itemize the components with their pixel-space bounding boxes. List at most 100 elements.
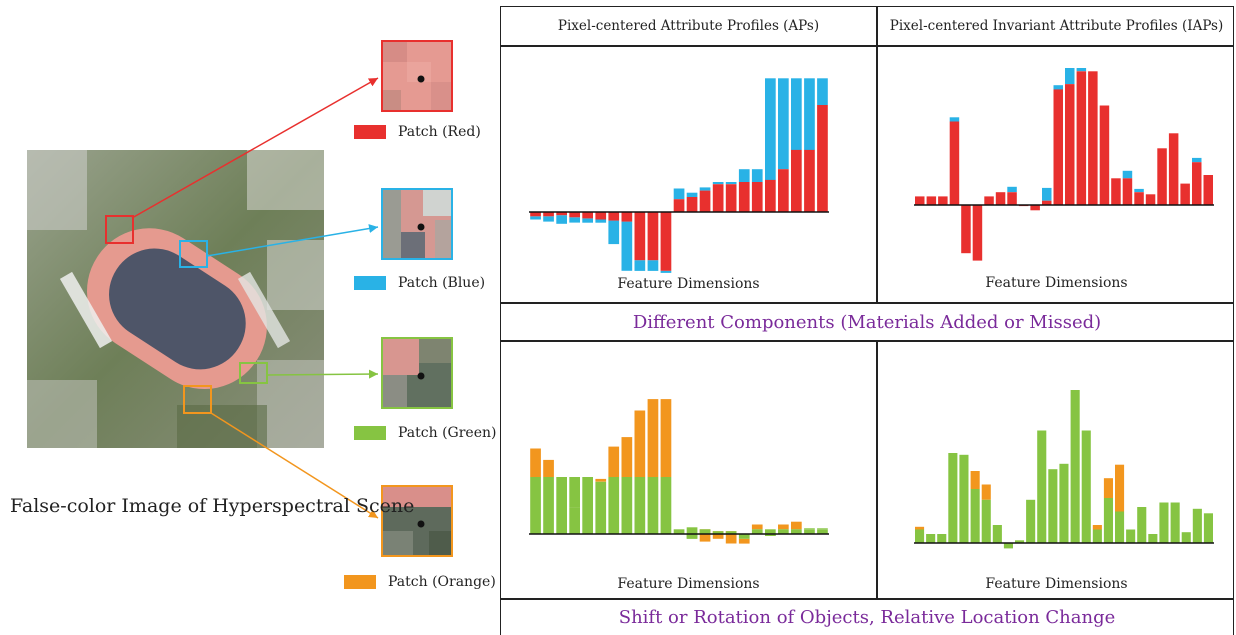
bar-green-orange-top-16	[738, 538, 750, 544]
legend-swatch-orange	[344, 575, 376, 589]
row2-divider	[501, 598, 1233, 600]
bar-red-blue-top-18	[1122, 170, 1133, 179]
bar-red-blue-base-0	[530, 212, 541, 217]
bar-red-blue-base-25	[1203, 175, 1213, 205]
bar-red-blue-base-5	[595, 212, 607, 220]
patch-blue-graphic	[383, 190, 451, 258]
bar-red-blue-top-24	[1192, 157, 1202, 163]
bar-red-blue-top-13	[1065, 68, 1075, 84]
bar-green-orange-base-5	[595, 481, 607, 535]
bar-green-orange-base-17	[1103, 498, 1113, 543]
bar-red-blue-top-6	[608, 220, 620, 245]
bar-green-orange-base-9	[1015, 540, 1025, 543]
bar-red-blue-top-19	[778, 78, 789, 170]
bar-green-orange-base-1	[926, 534, 936, 543]
bar-green-orange-top-15	[725, 531, 737, 544]
bar-red-blue-top-1	[543, 216, 554, 222]
bar-green-orange-base-18	[1115, 511, 1125, 543]
bar-green-orange-base-15	[725, 531, 737, 534]
col-divider-top	[876, 7, 878, 302]
bar-green-orange-base-21	[804, 529, 815, 535]
bar-green-orange-base-14	[712, 531, 724, 534]
bar-red-blue-top-14	[712, 182, 724, 185]
bar-red-blue-base-17	[1111, 178, 1121, 206]
legend-swatch-red	[354, 125, 386, 139]
bar-green-orange-base-8	[634, 477, 646, 534]
bar-green-orange-base-8	[1003, 543, 1013, 549]
bar-red-blue-base-13	[699, 190, 711, 212]
bar-red-blue-base-4	[582, 212, 593, 219]
bar-red-blue-base-15	[1088, 71, 1098, 206]
bar-red-blue-top-4	[582, 218, 593, 223]
bar-red-blue-top-9	[647, 260, 659, 271]
bar-green-orange-base-15	[1081, 430, 1091, 543]
bar-red-blue-base-22	[817, 105, 828, 212]
bar-green-orange-top-19	[778, 524, 789, 530]
legend-swatch-blue	[354, 276, 386, 290]
bar-red-blue-base-14	[712, 184, 724, 212]
bar-red-blue-top-21	[804, 78, 815, 150]
bar-red-blue-base-18	[765, 179, 776, 212]
bar-red-blue-base-11	[1042, 200, 1052, 205]
bar-red-blue-base-21	[1157, 148, 1167, 205]
bar-red-blue-top-17	[751, 169, 763, 182]
column-title-aps: Pixel-centered Attribute Profiles (APs)	[557, 18, 820, 34]
bar-red-blue-base-10	[660, 212, 672, 271]
bar-green-orange-top-9	[647, 399, 659, 477]
bar-red-blue-top-7	[621, 221, 633, 271]
bar-green-orange-top-0	[915, 526, 925, 530]
bar-green-orange-base-16	[738, 534, 750, 539]
bar-red-blue-base-19	[1134, 192, 1144, 205]
legend-patch-red: Patch (Red)	[354, 124, 481, 140]
bar-green-orange-top-0	[530, 448, 541, 477]
bar-red-blue-base-16	[738, 182, 750, 212]
chart-iaps-green-orange	[914, 390, 1214, 549]
bar-green-orange-extra-22	[817, 528, 828, 530]
bar-red-blue-top-8	[1007, 186, 1017, 193]
bar-red-blue-top-13	[699, 187, 711, 191]
patch-orange-image	[381, 485, 453, 557]
profiles-grid: Pixel-centered Attribute Profiles (APs) …	[500, 6, 1234, 635]
bar-green-orange-base-22	[817, 529, 828, 535]
scene-caption: False-color Image of Hyperspectral Scene	[10, 495, 415, 517]
bar-red-blue-base-7	[621, 212, 633, 222]
bar-green-orange-base-19	[1126, 529, 1136, 543]
bar-red-blue-top-12	[686, 192, 698, 197]
bar-green-orange-base-21	[1148, 534, 1158, 543]
bar-red-blue-base-6	[984, 196, 994, 205]
legend-label-red: Patch (Red)	[398, 124, 481, 140]
axis-label-iaps-bottom: Feature Dimensions	[985, 576, 1128, 592]
bar-red-blue-top-12	[1053, 85, 1063, 90]
bar-green-orange-base-7	[992, 525, 1002, 543]
bar-red-blue-base-15	[725, 184, 737, 212]
bar-red-blue-base-21	[804, 149, 815, 212]
bar-red-blue-base-17	[751, 182, 763, 212]
legend-patch-green: Patch (Green)	[354, 425, 496, 441]
bar-green-orange-extra-12	[686, 527, 698, 539]
bar-red-blue-base-1	[543, 212, 554, 217]
bar-green-orange-base-14	[1070, 390, 1080, 543]
banner-different-components: Different Components (Materials Added or…	[632, 312, 1102, 333]
bar-green-orange-top-10	[660, 399, 672, 477]
bar-green-orange-extra-3	[569, 477, 580, 508]
bar-red-blue-base-13	[1065, 84, 1075, 205]
legend-label-blue: Patch (Blue)	[398, 275, 486, 291]
bar-red-blue-base-2	[938, 196, 948, 205]
axis-label-iaps-top: Feature Dimensions	[985, 275, 1128, 291]
patch-blue-image	[381, 188, 453, 260]
scene-graphic	[27, 150, 324, 448]
hyperspectral-scene-image	[27, 150, 324, 448]
bar-red-blue-base-7	[995, 192, 1006, 205]
bar-green-orange-base-13	[699, 529, 711, 535]
bar-green-orange-base-9	[647, 477, 659, 534]
bar-green-orange-top-6	[608, 446, 620, 477]
legend-label-green: Patch (Green)	[398, 425, 497, 441]
bar-green-orange-base-10	[660, 477, 672, 534]
bar-green-orange-extra-21	[804, 528, 815, 530]
bar-green-orange-base-3	[569, 507, 580, 534]
bar-green-orange-top-16	[1092, 525, 1102, 530]
col-divider-bottom	[876, 340, 878, 598]
axis-label-aps-bottom: Feature Dimensions	[617, 576, 760, 592]
bar-red-blue-top-11	[673, 188, 685, 200]
bar-red-blue-base-1	[926, 196, 937, 205]
